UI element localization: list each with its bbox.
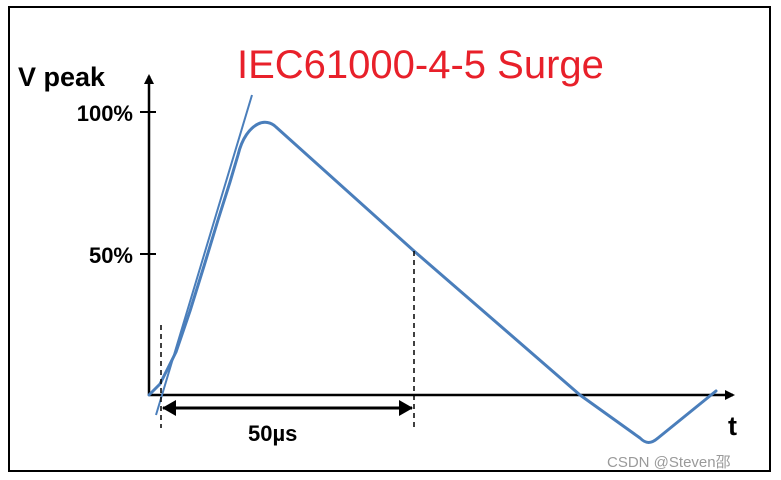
duration-label: 50µs: [248, 421, 297, 446]
figure-frame: [8, 6, 771, 472]
duration-arrow-right: [399, 400, 413, 416]
y-tick-label-100: 100%: [77, 101, 133, 126]
y-axis-label: V peak: [18, 62, 106, 92]
x-axis-label: t: [728, 411, 737, 441]
watermark: CSDN @Steven邵: [607, 454, 731, 471]
surge-waveform: [147, 120, 718, 444]
y-tick-label-50: 50%: [89, 243, 133, 268]
duration-arrow-left: [162, 400, 176, 416]
rise-tangent-line: [155, 94, 253, 416]
diagram-title: IEC61000-4-5 Surge: [237, 43, 604, 87]
